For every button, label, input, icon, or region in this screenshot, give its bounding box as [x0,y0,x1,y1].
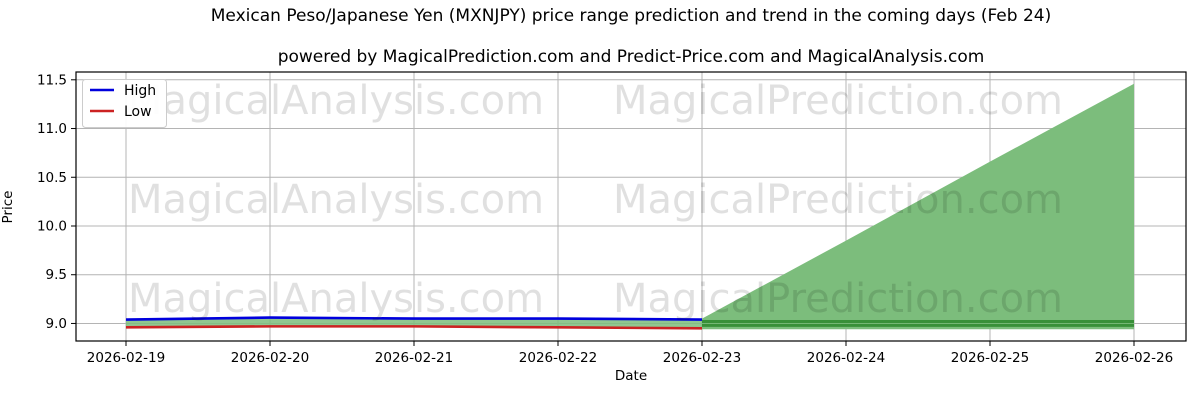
y-tick-label: 9.0 [46,316,67,332]
x-tick-label: 2026-02-20 [231,350,309,366]
x-tick-label: 2026-02-23 [663,350,741,366]
legend: High Low [82,79,167,128]
y-tick-label: 10.5 [37,170,67,186]
watermark-prediction: MagicalPrediction.com [613,276,1063,322]
watermark-prediction: MagicalPrediction.com [613,78,1063,124]
chart-subtitle: powered by MagicalPrediction.com and Pre… [277,47,985,67]
x-tick-label: 2026-02-19 [87,350,165,366]
chart-title: Mexican Peso/Japanese Yen (MXNJPY) price… [210,6,1052,26]
x-tick-label: 2026-02-26 [1095,350,1173,366]
y-axis-label: Price [0,190,16,224]
x-tick-label: 2026-02-21 [375,350,453,366]
y-tick-label: 10.0 [37,218,67,234]
watermark-analysis: MagicalAnalysis.com [128,78,544,124]
legend-high-label: High [124,83,156,99]
legend-low-label: Low [124,104,152,120]
y-tick-label: 11.0 [37,121,67,137]
legend-box [82,79,167,128]
x-tick-label: 2026-02-22 [519,350,597,366]
y-tick-label: 9.5 [46,267,67,283]
watermark-analysis: MagicalAnalysis.com [128,177,544,223]
low-line [125,325,703,330]
prediction-range-band [702,83,1134,330]
watermark-prediction: MagicalPrediction.com [613,177,1063,223]
x-tick-label: 2026-02-25 [951,350,1029,366]
y-tick-label: 11.5 [37,72,67,88]
x-axis-label: Date [614,368,648,384]
plot-border [75,71,1187,342]
high-line [125,316,703,321]
watermark-analysis: MagicalAnalysis.com [128,276,544,322]
x-tick-label: 2026-02-24 [807,350,885,366]
